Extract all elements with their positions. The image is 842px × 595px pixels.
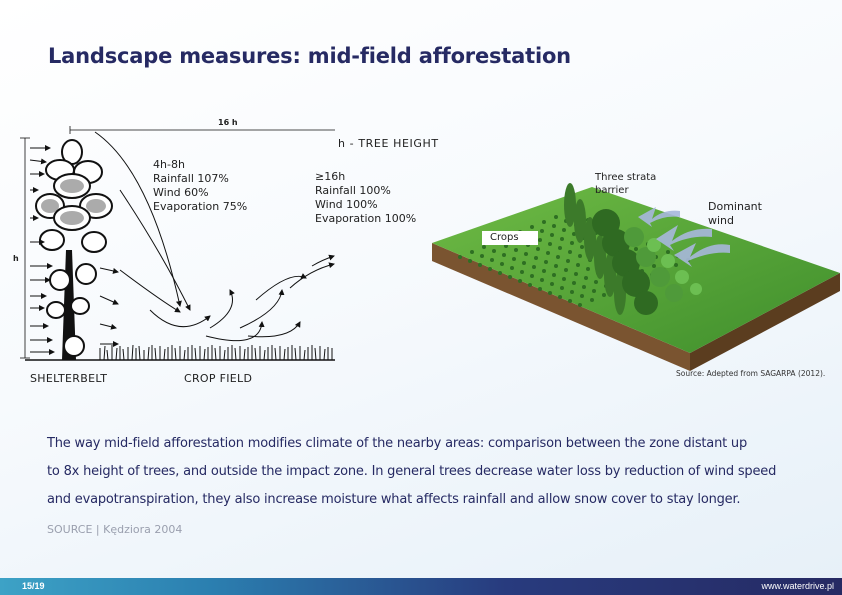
crop-field-label: CROP FIELD — [184, 372, 253, 385]
far-zone-stats: ≥16h Rainfall 100% Wind 100% Evaporation… — [315, 170, 416, 226]
near-zone-range: 4h-8h — [153, 158, 185, 171]
page-number: 15/19 — [22, 581, 45, 591]
shelterbelt-diagram: 16 h h h - TREE HEIGHT 4h-8h Rainfall 10… — [0, 110, 450, 400]
near-zone-evaporation: Evaporation 75% — [153, 200, 248, 213]
field-3d-illustration — [432, 183, 840, 371]
website-link[interactable]: www.waterdrive.pl — [761, 581, 834, 591]
footer-bar: 15/19 www.waterdrive.pl — [0, 578, 842, 595]
far-zone-evaporation: Evaporation 100% — [315, 212, 417, 225]
far-zone-rainfall: Rainfall 100% — [315, 184, 391, 197]
slide-title: Landscape measures: mid-field afforestat… — [48, 44, 571, 68]
dominant-wind-label: Dominant wind — [708, 200, 762, 227]
barrier-label: Three strata barrier — [595, 172, 657, 196]
shelterbelt-label: SHELTERBELT — [30, 372, 108, 385]
distance-label: 16 h — [218, 118, 238, 127]
image-source: Source: Adepted from SAGARPA (2012). — [676, 369, 826, 378]
crops-label: Crops — [490, 232, 519, 243]
near-zone-wind: Wind 60% — [153, 186, 209, 199]
height-axis-label: h — [13, 254, 19, 263]
near-zone-rainfall: Rainfall 107% — [153, 172, 229, 185]
description-text: The way mid-field afforestation modifies… — [47, 436, 777, 507]
far-zone-wind: Wind 100% — [315, 198, 378, 211]
near-zone-stats: 4h-8h Rainfall 107% Wind 60% Evaporation… — [153, 158, 247, 214]
three-strata-barrier-illustration: Crops Three strata barrier Dominant wind — [420, 165, 842, 385]
shelterbelt-wind-illustration — [20, 126, 335, 361]
tree-height-legend: h - TREE HEIGHT — [338, 137, 439, 150]
source-note: SOURCE | Kędziora 2004 — [47, 523, 183, 536]
far-zone-range: ≥16h — [315, 170, 346, 183]
